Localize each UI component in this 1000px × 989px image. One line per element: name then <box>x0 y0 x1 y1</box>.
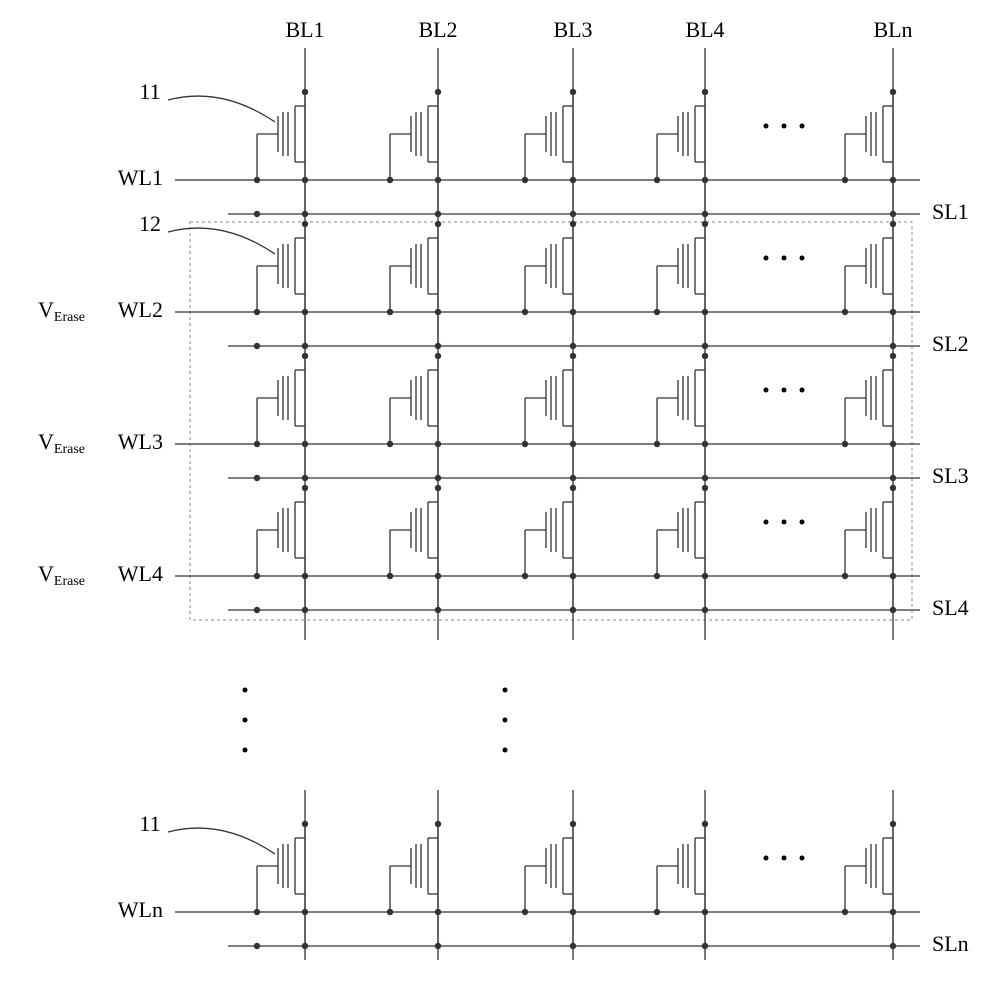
sourceline-label: SL1 <box>932 199 969 224</box>
bitline-label: BL2 <box>418 17 457 42</box>
sourceline-label: SL4 <box>932 595 969 620</box>
sourceline-label: SL3 <box>932 463 969 488</box>
bitline-label: BL3 <box>553 17 592 42</box>
sourceline-label: SLn <box>932 931 969 956</box>
wordline-label: WL3 <box>118 429 163 454</box>
bitline-label: BLn <box>873 17 912 42</box>
bitline-label: BL1 <box>285 17 324 42</box>
memory-array-diagram: BL1BL2BL3BL4BLnWL1SL111WL2SL2VErase12WL3… <box>0 0 1000 984</box>
wordline-label: WL2 <box>118 297 163 322</box>
sourceline-label: SL2 <box>932 331 969 356</box>
callout-label: 11 <box>139 811 160 836</box>
wordline-label: WL1 <box>118 165 163 190</box>
callout-label: 11 <box>139 79 160 104</box>
bitline-label: BL4 <box>685 17 724 42</box>
wordline-label: WL4 <box>118 561 163 586</box>
wordline-label: WLn <box>118 897 163 922</box>
callout-label: 12 <box>139 211 161 236</box>
